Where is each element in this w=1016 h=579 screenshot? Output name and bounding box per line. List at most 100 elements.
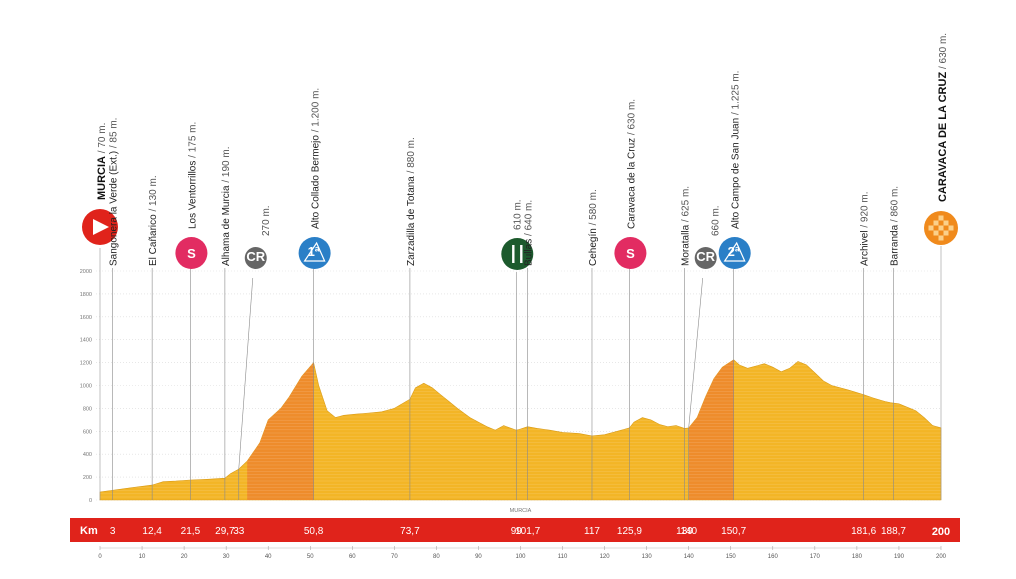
km-value: 99 — [511, 526, 523, 537]
waypoint-label: Barranda / 860 m. — [889, 186, 900, 266]
waypoint-label: El Cañarico / 130 m. — [148, 175, 159, 266]
secondary-sprint-icon — [244, 247, 267, 269]
km-value: 125,9 — [617, 526, 642, 537]
waypoint-altitude: / 880 m. — [406, 137, 417, 176]
sprint-icon-letter: S — [626, 246, 635, 261]
y-tick-label: 600 — [83, 429, 92, 435]
secondary-sprint-letter: CR — [696, 249, 715, 264]
waypoint-leader — [688, 277, 703, 428]
mountain-icon-peak — [723, 241, 746, 262]
finish-checker — [938, 225, 944, 231]
x-tick-label: 70 — [391, 554, 398, 560]
waypoint-altitude: / 625 m. — [680, 186, 691, 225]
x-tick-label: 10 — [139, 554, 146, 560]
waypoint-label: Alto Collado Bermejo / 1.200 m. — [311, 88, 322, 229]
finish-checker — [928, 225, 934, 231]
waypoint-name: Alhama de Murcia — [221, 185, 232, 266]
km-value: 73,7 — [400, 526, 420, 537]
sprint-icon-letter: S — [187, 246, 196, 261]
x-tick-label: 160 — [768, 554, 779, 560]
waypoint-label: Cehegín / 580 m. — [588, 189, 599, 266]
waypoint-label: Archivel / 920 m. — [860, 192, 871, 266]
km-value: 29,7 — [215, 526, 235, 537]
waypoint-label: Alto Campo de San Juan / 1.225 m. — [731, 71, 742, 229]
waypoint-altitude: / 630 m. — [938, 33, 949, 72]
waypoint-altitude: 660 m. — [711, 205, 722, 236]
x-tick-label: 80 — [433, 554, 440, 560]
km-value: 188,7 — [881, 526, 906, 537]
x-tick-label: 90 — [475, 554, 482, 560]
finish-checker — [948, 225, 954, 231]
waypoint-name: Alto Campo de San Juan — [731, 118, 742, 229]
waypoint-label: Bullas / 640 m. — [524, 200, 535, 266]
waypoint-altitude: 270 m. — [261, 205, 272, 236]
waypoint-altitude: / 85 m. — [109, 118, 120, 151]
waypoint-label: Los Ventorrillos / 175 m. — [187, 122, 198, 229]
waypoint-altitude: / 130 m. — [148, 175, 159, 214]
province-label: MURCIA — [510, 508, 532, 514]
km-value: 150,7 — [721, 526, 746, 537]
x-tick-label: 120 — [600, 554, 611, 560]
km-value: 3 — [110, 526, 116, 537]
waypoint-name: Alto Collado Bermejo — [311, 135, 322, 229]
x-tick-label: 100 — [515, 554, 526, 560]
y-axis: 0 200 400 600 800 1000 1200 1400 1600 1800 2000 — [80, 269, 92, 504]
feed-zone-icon — [501, 238, 534, 270]
province-label-bg — [490, 505, 551, 514]
y-tick-label: 1600 — [80, 315, 92, 321]
km-value: 50,8 — [304, 526, 324, 537]
km-bar-bg — [70, 518, 960, 542]
waypoint-label: 610 m. — [512, 199, 523, 230]
km-value: 139 — [676, 526, 693, 537]
y-tick-label: 1400 — [80, 338, 92, 344]
sprint-icon — [614, 237, 647, 269]
x-tick-label: 50 — [307, 554, 314, 560]
km-value: 21,5 — [181, 526, 201, 537]
x-tick-label: 190 — [894, 554, 905, 560]
km-bar-label: Km — [80, 525, 98, 537]
y-tick-label: 0 — [89, 498, 92, 504]
mountain-category: 1ª — [308, 244, 320, 259]
waypoint-altitude: / 860 m. — [889, 186, 900, 225]
y-tick-label: 1000 — [80, 384, 92, 390]
waypoint-name: Sangonera la Verde (Ext.) — [109, 151, 120, 266]
waypoint-name: Zarzadilla de Totana — [406, 176, 417, 266]
waypoint-icons: S CR 1ª S CR 2ª — [82, 209, 958, 270]
mountain-category: 2ª — [728, 244, 740, 259]
km-value: 12,4 — [142, 526, 162, 537]
waypoint-label: Moratalla / 625 m. — [680, 186, 691, 266]
waypoint-label: Alhama de Murcia / 190 m. — [221, 147, 232, 267]
waypoint-name: Los Ventorrillos — [187, 161, 198, 229]
waypoint-altitude: 610 m. — [512, 199, 523, 230]
waypoint-name: CARAVACA DE LA CRUZ — [937, 72, 949, 202]
waypoint-altitude: / 190 m. — [221, 147, 232, 186]
waypoint-label: Sangonera la Verde (Ext.) / 85 m. — [109, 118, 120, 266]
finish-checker — [943, 230, 949, 236]
x-tick-label: 170 — [810, 554, 821, 560]
km-value: 117 — [584, 526, 600, 537]
waypoint-altitude: / 70 m. — [97, 123, 108, 156]
secondary-sprint-letter: CR — [246, 249, 265, 264]
x-tick-label: 140 — [684, 554, 695, 560]
finish-checker — [933, 230, 939, 236]
km-value-finish: 200 — [932, 526, 950, 538]
waypoint-name: Cehegín — [588, 228, 599, 266]
x-tick-label: 110 — [558, 554, 568, 560]
waypoint-altitude: / 920 m. — [860, 192, 871, 231]
waypoint-label: 660 m. — [711, 205, 722, 236]
km-value: 33 — [233, 526, 245, 537]
y-tick-label: 1800 — [80, 292, 92, 298]
waypoint-label: Zarzadilla de Totana / 880 m. — [406, 137, 417, 266]
x-tick-label: 20 — [181, 554, 188, 560]
waypoint-lines — [99, 246, 942, 500]
y-tick-label: 400 — [83, 452, 92, 458]
finish-checker — [938, 215, 944, 221]
mountain-icon-peak — [303, 241, 326, 262]
waypoint-altitude: / 175 m. — [187, 122, 198, 161]
finish-checker — [938, 235, 944, 241]
x-tick-label: 30 — [223, 554, 230, 560]
x-tick-label: 60 — [349, 554, 356, 560]
y-tick-label: 1200 — [80, 361, 92, 367]
